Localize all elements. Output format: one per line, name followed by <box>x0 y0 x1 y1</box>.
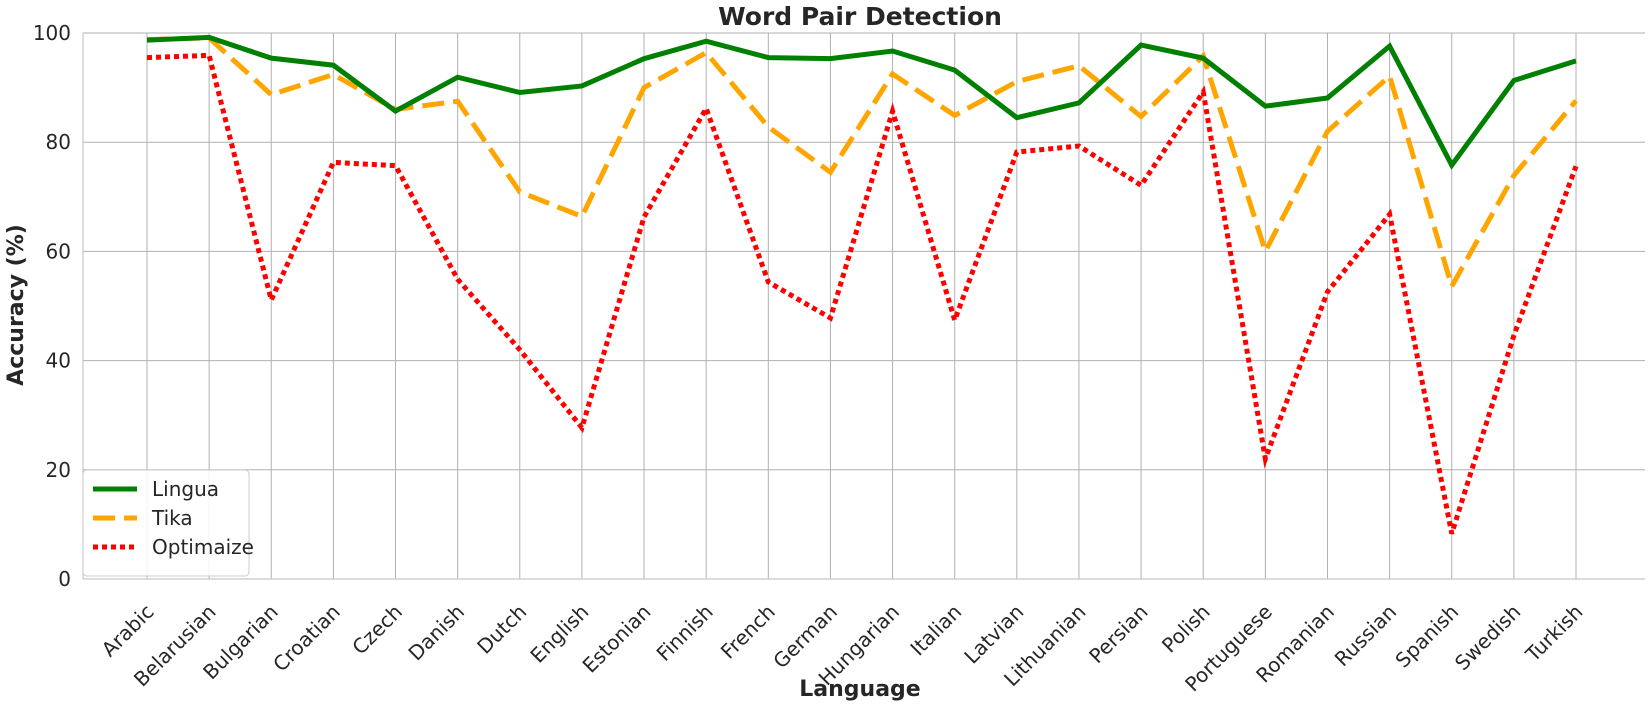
x-tick-label: Czech <box>347 600 407 660</box>
x-tick-label: Finnish <box>652 600 718 666</box>
x-tick-label: Danish <box>403 600 469 666</box>
y-tick-label: 0 <box>58 567 71 591</box>
y-tick-label: 20 <box>46 458 71 482</box>
legend: Lingua Tika Optimaize <box>82 469 254 577</box>
legend-label-tika: Tika <box>151 506 193 530</box>
x-tick-label: Arabic <box>97 600 159 662</box>
x-axis-label: Language <box>799 677 920 702</box>
x-tick-label: Polish <box>1157 600 1215 658</box>
chart-title: Word Pair Detection <box>718 2 1002 31</box>
x-tick-label: Dutch <box>472 600 531 659</box>
series-line-lingua <box>146 34 1577 170</box>
y-axis-label: Accuracy (%) <box>4 224 29 386</box>
legend-label-optimaize: Optimaize <box>152 535 254 559</box>
x-tick-label: Swedish <box>1450 600 1525 675</box>
series-line-optimaize <box>146 52 1579 535</box>
y-tick-label: 80 <box>46 130 71 154</box>
x-tick-label: Turkish <box>1520 600 1587 667</box>
series-lines <box>146 34 1579 535</box>
tick-labels: 020406080100ArabicBelarusianBulgarianCro… <box>33 21 1588 696</box>
series-line-tika <box>146 35 1578 293</box>
y-tick-label: 60 <box>46 239 71 263</box>
x-tick-label: Russian <box>1330 600 1401 671</box>
x-tick-label: Persian <box>1084 600 1152 668</box>
x-tick-label: Croatian <box>268 600 345 677</box>
grid <box>83 32 1645 580</box>
legend-label-lingua: Lingua <box>152 477 219 501</box>
x-tick-label: Estonian <box>578 600 656 678</box>
y-tick-label: 40 <box>46 349 71 373</box>
x-tick-label: Italian <box>905 600 966 661</box>
y-tick-label: 100 <box>33 21 71 45</box>
